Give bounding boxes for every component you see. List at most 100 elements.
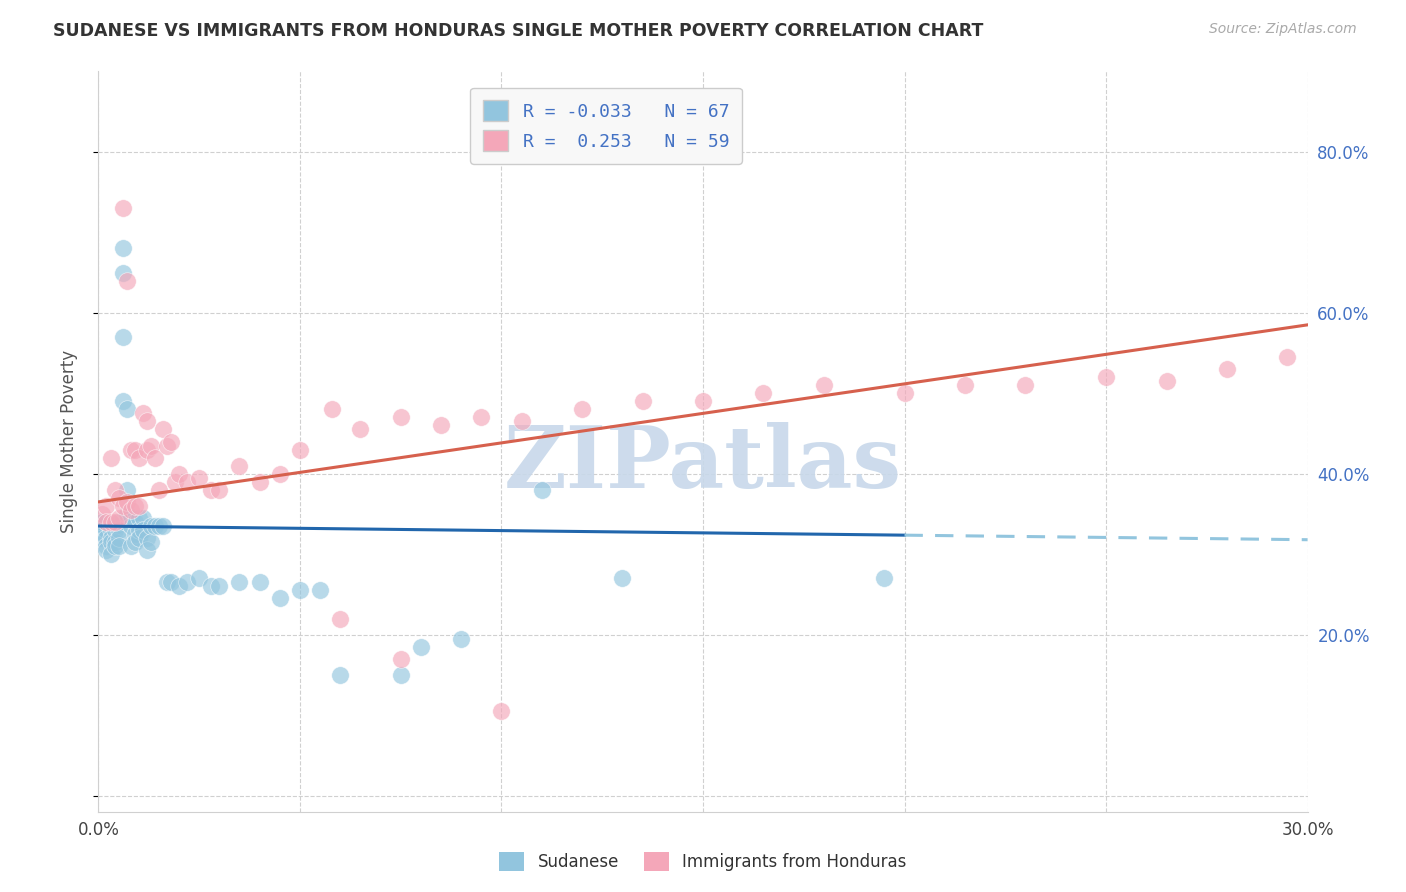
Point [120,442,142,457]
Point [389,410,412,425]
Point [107,511,129,525]
Point [111,241,134,255]
Point [96,515,118,529]
Point [450,632,472,646]
Point [208,579,231,593]
Point [139,519,162,533]
Point [249,575,271,590]
Point [128,531,150,545]
Point [1095,370,1118,384]
Point [269,591,291,606]
Point [510,414,533,428]
Point [530,483,553,497]
Point [96,515,118,529]
Point [208,483,231,497]
Point [288,442,311,457]
Point [176,475,198,489]
Point [752,386,775,401]
Point [143,519,166,533]
Point [152,519,174,533]
Point [107,515,129,529]
Point [329,611,352,625]
Point [143,450,166,465]
Point [132,406,155,420]
Point [107,531,129,545]
Point [128,499,150,513]
Point [132,523,155,537]
Point [107,539,129,553]
Point [135,531,157,545]
Point [135,543,157,558]
Point [288,583,311,598]
Point [120,519,142,533]
Point [612,571,634,585]
Point [309,583,332,598]
Point [409,640,432,654]
Point [120,539,142,553]
Point [128,511,150,525]
Point [873,571,896,585]
Point [107,491,129,505]
Point [115,507,138,521]
Point [135,414,157,428]
Point [139,439,162,453]
Point [132,511,155,525]
Point [135,442,157,457]
Point [152,422,174,436]
Point [321,402,343,417]
Point [249,475,271,489]
Point [389,668,412,682]
Legend: Sudanese, Immigrants from Honduras: Sudanese, Immigrants from Honduras [491,843,915,880]
Point [631,394,654,409]
Point [139,535,162,549]
Point [124,535,146,549]
Point [96,523,118,537]
Legend: R = -0.033   N = 67, R =  0.253   N = 59: R = -0.033 N = 67, R = 0.253 N = 59 [471,87,742,164]
Point [96,499,118,513]
Point [329,668,352,682]
Point [107,523,129,537]
Point [692,394,714,409]
Point [571,402,593,417]
Point [100,519,122,533]
Y-axis label: Single Mother Poverty: Single Mother Poverty [59,350,77,533]
Point [111,394,134,409]
Point [148,483,170,497]
Point [91,507,114,521]
Point [91,527,114,541]
Point [953,378,976,392]
Point [430,418,453,433]
Point [115,483,138,497]
Point [103,515,125,529]
Point [349,422,371,436]
Point [160,434,183,449]
Point [103,483,125,497]
Point [115,495,138,509]
Point [148,519,170,533]
Point [228,575,250,590]
Point [813,378,835,392]
Point [163,475,186,489]
Point [115,402,138,417]
Point [87,519,110,533]
Point [188,471,211,485]
Point [103,535,125,549]
Point [103,523,125,537]
Point [1216,362,1239,376]
Point [111,499,134,513]
Point [200,483,222,497]
Point [1014,378,1036,392]
Point [103,539,125,553]
Point [491,704,513,718]
Text: SUDANESE VS IMMIGRANTS FROM HONDURAS SINGLE MOTHER POVERTY CORRELATION CHART: SUDANESE VS IMMIGRANTS FROM HONDURAS SIN… [53,22,984,40]
Point [156,439,179,453]
Point [124,499,146,513]
Point [96,539,118,553]
Point [128,523,150,537]
Text: ZIPatlas: ZIPatlas [503,422,903,506]
Point [1156,374,1178,388]
Point [470,410,492,425]
Point [100,450,122,465]
Point [100,535,122,549]
Point [100,523,122,537]
